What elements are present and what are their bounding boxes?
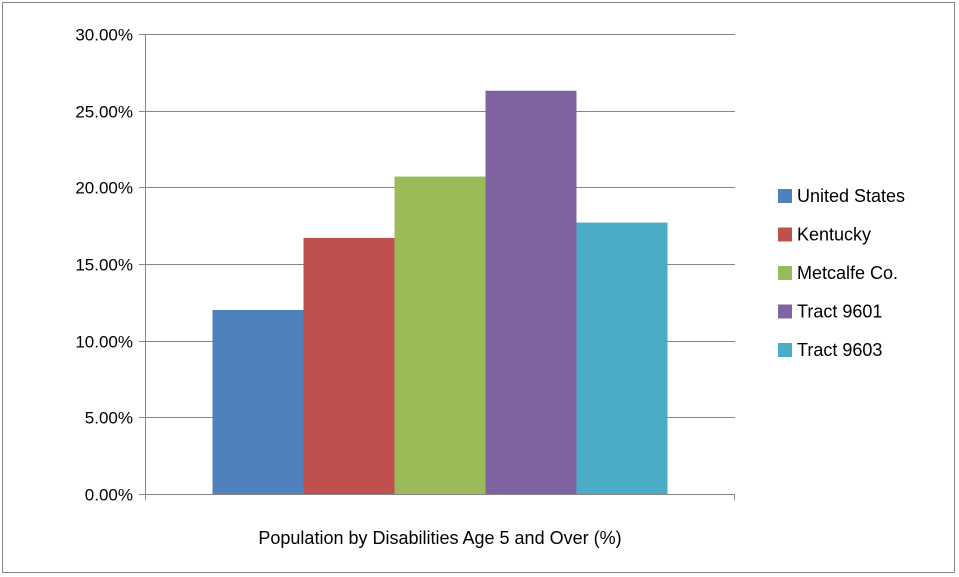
- bars: [212, 90, 668, 494]
- bar: [485, 90, 577, 494]
- legend-swatch: [778, 343, 792, 357]
- x-axis-category-label: Population by Disabilities Age 5 and Ove…: [258, 528, 621, 548]
- bar: [576, 222, 668, 494]
- y-tick-label: 5.00%: [85, 409, 133, 428]
- legend-label: Tract 9603: [797, 340, 882, 360]
- y-tick-label: 30.00%: [75, 26, 133, 45]
- bar: [303, 237, 395, 494]
- legend-label: Tract 9601: [797, 302, 882, 322]
- legend-swatch: [778, 304, 792, 319]
- legend-label: Kentucky: [797, 225, 871, 245]
- legend: United States Kentucky Metcalfe Co. Tract 9…: [778, 186, 905, 360]
- y-tick-label: 10.00%: [75, 333, 133, 352]
- legend-swatch: [778, 189, 792, 203]
- x-axis-category-labels: Population by Disabilities Age 5 and Ove…: [258, 528, 621, 548]
- y-axis-tick-labels: 0.00% 5.00% 10.00% 15.00% 20.00% 25.00% 30.00%: [75, 26, 133, 505]
- y-tick-label: 0.00%: [85, 486, 133, 505]
- legend-swatch: [778, 227, 792, 242]
- bar: [212, 310, 304, 494]
- bar: [394, 176, 486, 494]
- legend-label: United States: [797, 186, 905, 206]
- legend-swatch: [778, 266, 792, 280]
- legend-label: Metcalfe Co.: [797, 263, 898, 283]
- axes: [139, 34, 735, 500]
- y-tick-label: 20.00%: [75, 179, 133, 198]
- y-tick-label: 25.00%: [75, 103, 133, 122]
- y-tick-label: 15.00%: [75, 256, 133, 275]
